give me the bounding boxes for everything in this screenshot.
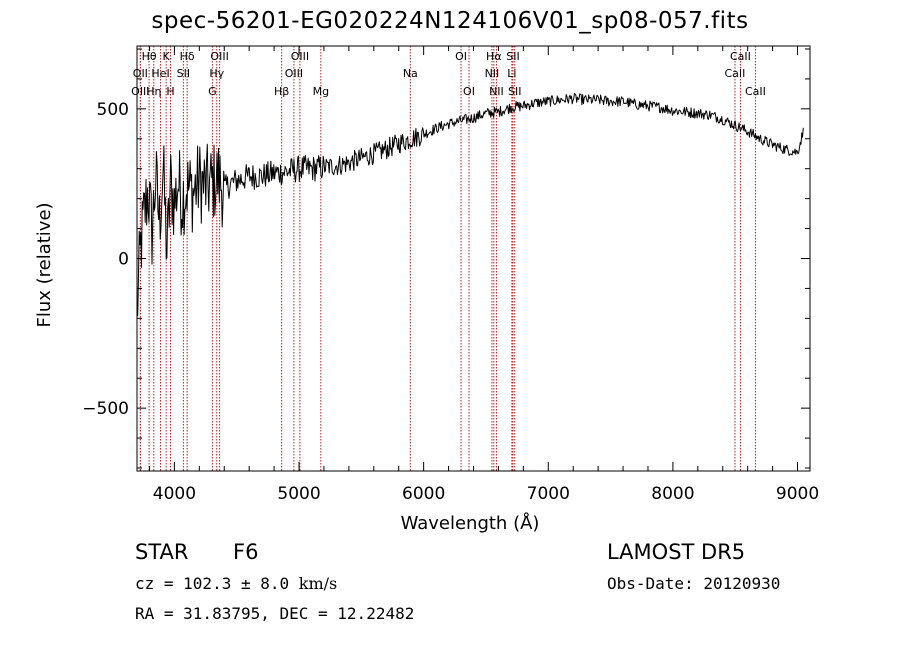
x-tick-label: 6000 <box>402 484 445 504</box>
spectral-line-label: OI <box>463 85 475 98</box>
redshift-value: cz = 102.3 ± 8.0 <box>135 574 299 593</box>
redshift-velocity: cz = 102.3 ± 8.0 km/s <box>135 574 337 593</box>
spectral-line-label: Hη <box>146 85 161 98</box>
spectral-line-label: NII <box>485 67 500 80</box>
y-axis-label: Flux (relative) <box>34 202 55 327</box>
chart-title: spec-56201-EG020224N124106V01_sp08-057.f… <box>151 8 749 34</box>
spectral-line-label: CaII <box>745 85 766 98</box>
object-class: STAR <box>135 540 189 564</box>
observation-date: Obs-Date: 20120930 <box>607 574 781 593</box>
coordinates: RA = 31.83795, DEC = 12.22482 <box>135 604 415 623</box>
x-axis-ticks: 4000 5000 6000 7000 8000 9000 <box>148 46 819 504</box>
spectral-line-label: Na <box>403 67 418 80</box>
spectral-line-label: Mg <box>313 85 329 98</box>
spectral-line-label: SII <box>508 85 521 98</box>
x-tick-label: 9000 <box>776 484 819 504</box>
spectral-line-label: G <box>208 85 217 98</box>
spectral-line-label: OII <box>133 67 148 80</box>
spectral-line-label: OIII <box>291 50 309 63</box>
spectral-line-label: OIII <box>285 67 303 80</box>
spectral-line-label: CaII <box>730 50 751 63</box>
spectral-line-label: HeI <box>151 67 169 80</box>
spectral-line-label: H <box>166 85 174 98</box>
spectral-line-label: Hβ <box>274 85 289 98</box>
spectral-line-label: Hδ <box>180 50 195 63</box>
spectral-line-markers <box>139 46 756 471</box>
x-tick-label: 5000 <box>277 484 320 504</box>
spectral-line-label: Li <box>507 67 516 80</box>
y-tick-label: 500 <box>97 100 129 120</box>
redshift-unit: km/s <box>298 574 338 593</box>
spectral-line-label: CaII <box>725 67 746 80</box>
y-tick-label: 0 <box>118 250 129 270</box>
spectral-line-label: Hθ <box>142 50 157 63</box>
x-tick-label: 4000 <box>153 484 196 504</box>
y-axis-ticks: −500 0 500 <box>82 48 810 469</box>
spectral-line-label: SII <box>177 67 190 80</box>
spectral-line-label: OI <box>455 50 467 63</box>
plot-frame <box>136 45 811 472</box>
object-subclass: F6 <box>233 540 259 564</box>
spectral-line-label: SII <box>506 50 519 63</box>
spectral-line-label: Hγ <box>209 67 224 80</box>
spectrum-line <box>136 92 804 317</box>
spectral-line-label: OIII <box>210 50 228 63</box>
x-tick-label: 7000 <box>527 484 570 504</box>
x-axis-label: Wavelength (Å) <box>401 512 540 534</box>
spectral-line-label: NII <box>489 85 504 98</box>
survey-name: LAMOST DR5 <box>607 540 746 564</box>
x-tick-label: 8000 <box>651 484 694 504</box>
spectral-line-label: Hα <box>486 50 502 63</box>
y-tick-label: −500 <box>82 399 129 419</box>
spectral-line-label: K <box>163 50 171 63</box>
spectral-line-label: OIII <box>131 85 149 98</box>
